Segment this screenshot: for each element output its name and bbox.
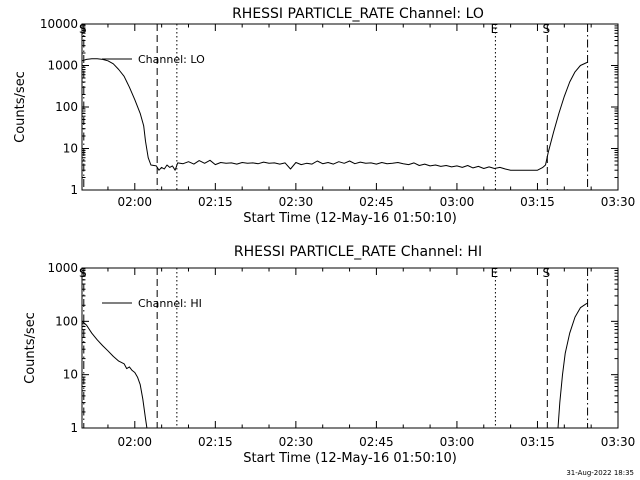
y-tick-label: 10 xyxy=(63,368,78,382)
plot-frame xyxy=(81,23,619,191)
y-tick-label: 10000 xyxy=(40,17,78,31)
x-axis-label: Start Time (12-May-16 01:50:10) xyxy=(243,211,457,226)
x-tick-label: 02:00 xyxy=(117,195,152,209)
x-tick-label: 02:30 xyxy=(279,435,314,449)
event-marker-label: S xyxy=(79,266,87,280)
x-tick-label: 02:45 xyxy=(359,435,394,449)
y-tick-label: 100 xyxy=(55,314,78,328)
chart-title: RHESSI PARTICLE_RATE Channel: LO xyxy=(232,6,484,22)
y-tick-label: 1000 xyxy=(47,261,78,275)
x-axis-label: Start Time (12-May-16 01:50:10) xyxy=(243,451,457,466)
x-tick-label: 03:30 xyxy=(601,435,636,449)
x-tick-label: 03:15 xyxy=(520,195,555,209)
generation-timestamp: 31-Aug-2022 18:35 xyxy=(566,469,634,477)
hi-channel-plot: RHESSI PARTICLE_RATE Channel: HI 1 10 100 10… xyxy=(23,244,635,466)
series-line xyxy=(557,302,588,429)
y-tick-label: 10 xyxy=(63,142,78,156)
x-tick-label: 03:15 xyxy=(520,435,555,449)
chart-title: RHESSI PARTICLE_RATE Channel: HI xyxy=(234,244,482,260)
y-axis-label: Counts/sec xyxy=(23,312,38,384)
series-line xyxy=(81,58,588,171)
lo-channel-plot: RHESSI PARTICLE_RATE Channel: LO 1 10 100 10… xyxy=(13,6,635,226)
y-tick-label: 1 xyxy=(70,183,78,197)
event-marker-label: E xyxy=(491,22,499,36)
legend-entry: Channel: LO xyxy=(138,53,205,66)
x-tick-label: 02:15 xyxy=(198,435,233,449)
event-marker-label: S xyxy=(79,22,87,36)
x-tick-label: 02:45 xyxy=(359,195,394,209)
x-tick-label: 02:15 xyxy=(198,195,233,209)
legend-entry: Channel: HI xyxy=(138,297,202,310)
y-tick-label: 1000 xyxy=(47,59,78,73)
event-marker-label: S xyxy=(542,266,550,280)
y-tick-label: 100 xyxy=(55,100,78,114)
x-tick-label: 03:00 xyxy=(440,435,475,449)
series-line xyxy=(81,320,148,429)
plot-frame xyxy=(81,267,619,429)
y-tick-label: 1 xyxy=(70,421,78,435)
event-marker-label: E xyxy=(491,266,499,280)
event-marker-label: S xyxy=(542,22,550,36)
x-tick-label: 02:00 xyxy=(117,435,152,449)
y-axis-label: Counts/sec xyxy=(13,71,28,143)
x-tick-label: 02:30 xyxy=(279,195,314,209)
x-tick-label: 03:00 xyxy=(440,195,475,209)
x-tick-label: 03:30 xyxy=(601,195,636,209)
